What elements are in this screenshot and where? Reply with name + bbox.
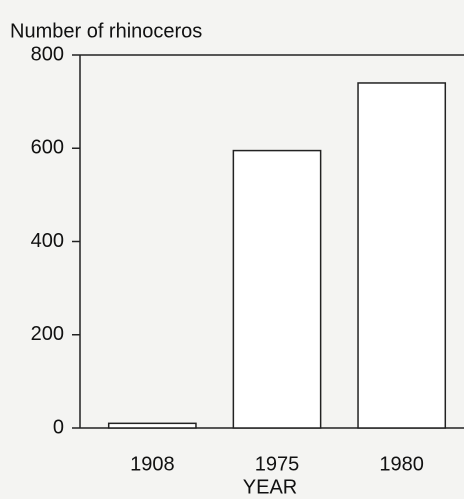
x-tick-label: 1980 xyxy=(379,453,424,475)
bar xyxy=(107,422,197,429)
y-axis-label: Number of rhinoceros xyxy=(10,20,202,42)
y-tick-label: 800 xyxy=(31,43,64,65)
y-tick-label: 600 xyxy=(31,137,64,159)
x-axis-label: YEAR xyxy=(243,476,297,498)
bar xyxy=(232,149,322,429)
x-tick-label: 1975 xyxy=(255,453,300,475)
y-tick-label: 0 xyxy=(53,416,64,438)
y-tick-label: 400 xyxy=(31,230,64,252)
y-tick-label: 200 xyxy=(31,323,64,345)
bar xyxy=(357,82,447,429)
x-tick-label: 1908 xyxy=(130,453,175,475)
